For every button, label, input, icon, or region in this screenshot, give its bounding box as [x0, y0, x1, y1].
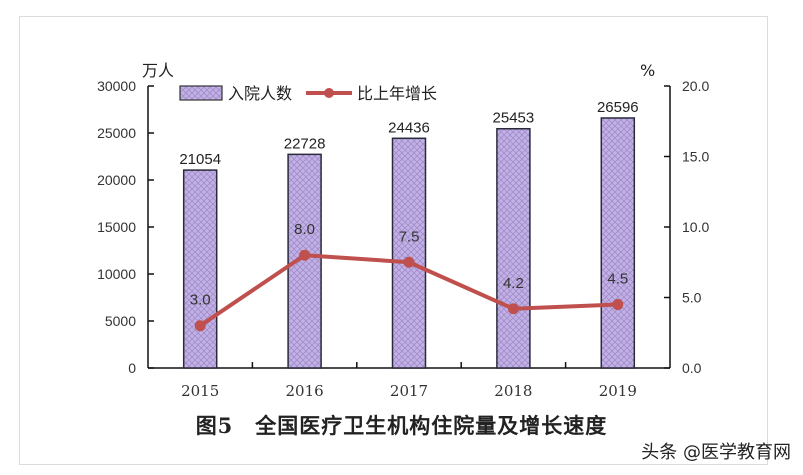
bar-value-label: 26596: [597, 99, 639, 116]
bar-value-label: 24436: [388, 119, 430, 136]
figure-caption: 图5 全国医疗卫生机构住院量及增长速度: [195, 413, 608, 438]
right-tick-label: 20.0: [682, 78, 709, 94]
x-category-label: 2016: [286, 382, 324, 400]
bar-value-label: 21054: [179, 151, 221, 168]
data-labels: 21054 22728 24436 25453 26596 3.0 8.0 7.5 4.2 4.5: [179, 99, 638, 309]
bar-series: [182, 117, 636, 369]
bar-value-label: 25453: [493, 110, 535, 127]
legend-line-marker: [324, 88, 334, 98]
x-category-label: 2017: [390, 382, 428, 400]
line-marker: [194, 320, 206, 332]
line-value-label: 7.5: [399, 228, 420, 245]
legend-bar-swatch: [179, 85, 223, 101]
right-tick-label: 10.0: [682, 219, 709, 235]
bar: [600, 117, 636, 369]
bar: [496, 127, 531, 369]
left-tick-label: 25000: [97, 125, 136, 141]
line-value-label: 4.5: [607, 271, 628, 288]
bar-value-label: 22728: [284, 135, 326, 152]
line-value-label: 4.2: [503, 275, 524, 292]
left-tick-label: 15000: [97, 219, 136, 235]
legend-line-label: 比上年增长: [357, 84, 437, 103]
line-marker: [612, 299, 624, 311]
left-tick-label: 5000: [105, 313, 136, 329]
left-tick-label: 30000: [97, 78, 136, 94]
legend: 入院人数 比上年增长: [179, 84, 437, 103]
right-tick-label: 0.0: [682, 360, 702, 376]
watermark: 头条 @医学教育网: [641, 442, 791, 463]
right-tick-label: 5.0: [682, 290, 702, 306]
x-category-label: 2015: [181, 382, 219, 400]
axes: 0 5000 10000 15000 20000 25000 30000 0.0 5.0 10.0…: [97, 78, 709, 400]
line-series: [194, 249, 624, 332]
x-category-label: 2018: [494, 382, 532, 400]
left-axis-unit: 万人: [142, 61, 174, 80]
bar: [391, 137, 427, 369]
x-category-label: 2019: [599, 382, 637, 400]
line-value-label: 3.0: [190, 292, 211, 309]
right-axis-unit: %: [640, 61, 655, 80]
line-marker: [507, 303, 519, 315]
line-value-label: 8.0: [294, 221, 315, 238]
line-marker: [403, 256, 415, 268]
legend-bar-label: 入院人数: [228, 84, 292, 103]
line-marker: [299, 249, 311, 261]
bar: [287, 153, 322, 369]
right-tick-label: 15.0: [682, 149, 709, 165]
left-tick-label: 0: [128, 360, 136, 376]
left-tick-label: 10000: [97, 266, 136, 282]
bar: [182, 169, 218, 369]
left-tick-label: 20000: [97, 172, 136, 188]
